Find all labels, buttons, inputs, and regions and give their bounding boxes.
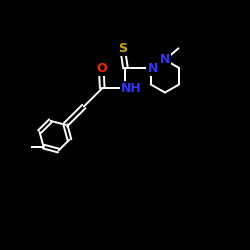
Text: S: S bbox=[118, 42, 127, 55]
Text: O: O bbox=[96, 62, 106, 76]
Text: N: N bbox=[160, 53, 170, 66]
Text: NH: NH bbox=[121, 82, 142, 95]
Text: N: N bbox=[148, 62, 158, 74]
